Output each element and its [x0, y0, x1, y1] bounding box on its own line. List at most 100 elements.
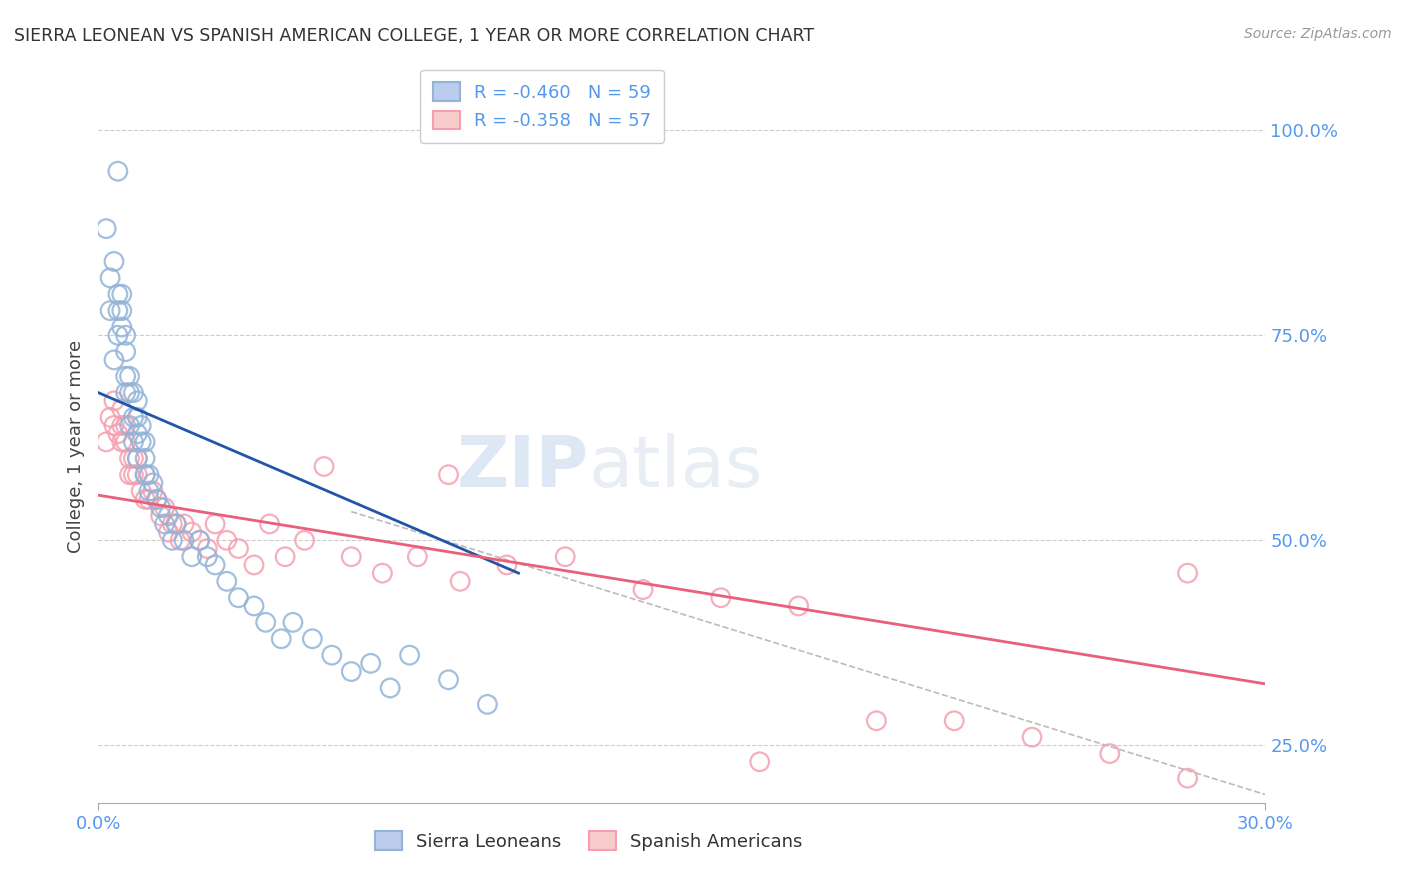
Point: [153, 516, 176, 531]
Point: [129, 418, 152, 433]
Point: [215, 574, 238, 589]
Point: [118, 385, 141, 400]
Point: [146, 492, 169, 507]
Point: [787, 599, 810, 613]
Point: [129, 434, 152, 449]
Point: [162, 516, 184, 531]
Point: [281, 615, 304, 630]
Point: [138, 484, 160, 499]
Point: [157, 525, 180, 540]
Point: [228, 541, 250, 556]
Point: [259, 516, 281, 531]
Point: [122, 385, 145, 400]
Point: [107, 426, 129, 441]
Point: [103, 418, 125, 433]
Point: [98, 303, 121, 318]
Point: [103, 352, 125, 367]
Point: [173, 516, 195, 531]
Point: [169, 533, 191, 548]
Point: [173, 533, 195, 548]
Point: [138, 492, 160, 507]
Point: [114, 369, 136, 384]
Point: [96, 221, 118, 235]
Point: [114, 385, 136, 400]
Point: [165, 516, 187, 531]
Point: [138, 467, 160, 482]
Y-axis label: College, 1 year or more: College, 1 year or more: [66, 340, 84, 552]
Point: [127, 467, 149, 482]
Point: [142, 475, 165, 490]
Point: [107, 164, 129, 178]
Point: [118, 451, 141, 466]
Point: [215, 533, 238, 548]
Point: [129, 484, 152, 499]
Point: [114, 434, 136, 449]
Point: [122, 434, 145, 449]
Point: [312, 459, 335, 474]
Text: SIERRA LEONEAN VS SPANISH AMERICAN COLLEGE, 1 YEAR OR MORE CORRELATION CHART: SIERRA LEONEAN VS SPANISH AMERICAN COLLE…: [14, 27, 814, 45]
Point: [103, 254, 125, 268]
Text: atlas: atlas: [589, 433, 763, 502]
Point: [406, 549, 429, 564]
Point: [118, 369, 141, 384]
Point: [188, 533, 211, 548]
Point: [122, 467, 145, 482]
Point: [195, 541, 218, 556]
Point: [111, 434, 134, 449]
Point: [631, 582, 654, 597]
Point: [228, 591, 250, 605]
Point: [449, 574, 471, 589]
Point: [118, 418, 141, 433]
Point: [127, 426, 149, 441]
Point: [127, 410, 149, 425]
Point: [122, 451, 145, 466]
Point: [270, 632, 292, 646]
Point: [165, 516, 187, 531]
Point: [437, 673, 460, 687]
Point: [204, 558, 226, 572]
Point: [96, 434, 118, 449]
Point: [122, 410, 145, 425]
Point: [111, 402, 134, 417]
Point: [340, 665, 363, 679]
Point: [111, 418, 134, 433]
Point: [149, 508, 172, 523]
Point: [114, 418, 136, 433]
Point: [477, 698, 499, 712]
Point: [748, 755, 770, 769]
Point: [134, 467, 156, 482]
Point: [98, 410, 121, 425]
Point: [111, 320, 134, 334]
Point: [103, 393, 125, 408]
Point: [134, 492, 156, 507]
Point: [134, 434, 156, 449]
Point: [301, 632, 323, 646]
Point: [1098, 747, 1121, 761]
Point: [380, 681, 402, 695]
Point: [943, 714, 966, 728]
Point: [360, 657, 382, 671]
Point: [398, 648, 420, 662]
Point: [127, 393, 149, 408]
Point: [114, 328, 136, 343]
Point: [195, 549, 218, 564]
Point: [114, 344, 136, 359]
Point: [254, 615, 277, 630]
Point: [107, 328, 129, 343]
Point: [111, 287, 134, 301]
Point: [118, 467, 141, 482]
Point: [1177, 566, 1199, 581]
Point: [180, 549, 202, 564]
Point: [149, 500, 172, 515]
Point: [134, 467, 156, 482]
Point: [111, 303, 134, 318]
Point: [134, 451, 156, 466]
Point: [180, 525, 202, 540]
Point: [107, 287, 129, 301]
Point: [204, 516, 226, 531]
Legend: Sierra Leoneans, Spanish Americans: Sierra Leoneans, Spanish Americans: [367, 824, 810, 858]
Point: [371, 566, 394, 581]
Point: [127, 451, 149, 466]
Point: [162, 533, 184, 548]
Text: ZIP: ZIP: [457, 433, 589, 502]
